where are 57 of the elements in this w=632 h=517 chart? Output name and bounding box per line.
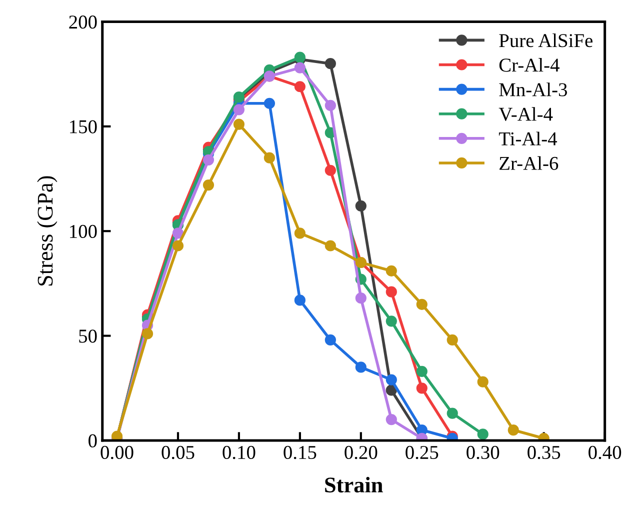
point	[324, 334, 336, 346]
x-tick-label: 0.05	[162, 446, 194, 460]
point	[477, 428, 488, 440]
y-axis-title: Stress (GPa)	[37, 176, 58, 286]
legend-label: Mn-Al-3	[499, 82, 567, 96]
point	[172, 228, 184, 239]
legend-label: Cr-Al-4	[499, 58, 560, 72]
point	[355, 200, 366, 212]
legend-label: Ti-Al-4	[498, 132, 558, 146]
y-tick-label: 100	[70, 224, 97, 238]
point	[446, 408, 458, 419]
point	[324, 100, 336, 112]
x-tick-label: 0.40	[588, 446, 622, 460]
legend-label: Zr-Al-6	[500, 156, 558, 170]
point	[294, 228, 306, 239]
point	[477, 376, 488, 388]
point	[324, 58, 336, 70]
point	[202, 154, 214, 166]
y-tick-label: 0	[88, 434, 97, 448]
point	[294, 294, 306, 306]
point	[324, 164, 336, 176]
point	[233, 104, 245, 116]
point	[446, 334, 458, 346]
point	[294, 81, 306, 92]
point	[324, 240, 336, 252]
point	[233, 118, 245, 130]
x-tick-label: 0.20	[344, 446, 378, 460]
x-tick-label: 0.30	[466, 446, 500, 460]
point	[355, 362, 366, 373]
point	[386, 265, 397, 276]
point	[386, 286, 397, 298]
x-axis-title: Strain	[325, 476, 383, 493]
point	[264, 98, 276, 109]
point	[416, 382, 428, 394]
point	[142, 328, 154, 340]
y-tick-label: 50	[79, 330, 97, 343]
point	[172, 240, 184, 252]
y-tick-label: 150	[70, 120, 97, 134]
point	[386, 316, 397, 327]
point	[508, 424, 519, 436]
x-tick-label: 0.15	[284, 446, 316, 460]
point	[416, 298, 428, 310]
point	[264, 152, 276, 164]
legend-label: V-Al-4	[498, 107, 553, 121]
x-tick-label: 0.10	[222, 446, 256, 460]
point	[386, 374, 397, 386]
point	[202, 179, 214, 191]
point	[386, 384, 397, 396]
x-tick-label: 0.25	[406, 446, 438, 460]
point	[294, 62, 306, 74]
x-tick-label: 0.00	[100, 446, 134, 460]
point	[355, 292, 366, 304]
x-tick-label: 0.35	[528, 446, 560, 460]
point	[416, 366, 428, 377]
point	[386, 414, 397, 426]
y-tick-label: 200	[69, 16, 97, 29]
legend-label: Pure AlSiFe	[499, 34, 592, 48]
